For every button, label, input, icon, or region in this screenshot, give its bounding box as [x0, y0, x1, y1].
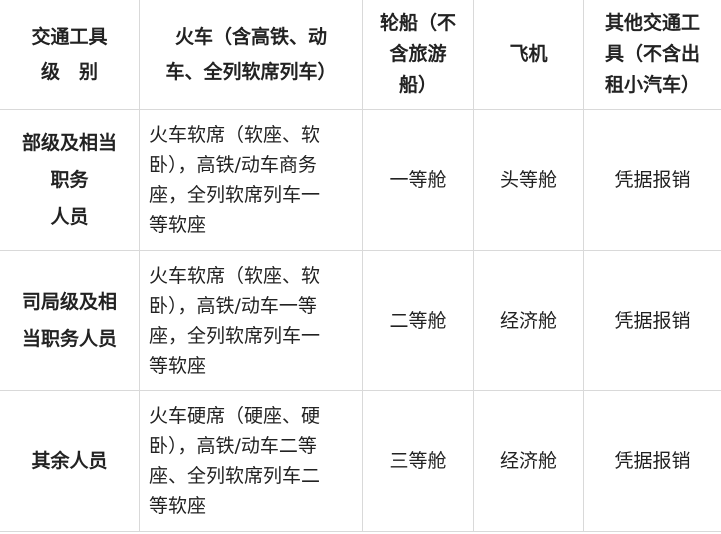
- level-text: 职务: [50, 168, 89, 191]
- train-text: 卧），高铁/动车二等: [149, 435, 317, 457]
- header-text: 车、全列软席列车）: [165, 60, 337, 83]
- header-text: 轮船（不: [379, 12, 456, 34]
- ship-cell: 一等舱: [362, 109, 474, 251]
- header-train: 火车（含高铁、动 车、全列软席列车）: [139, 0, 363, 110]
- header-ship: 轮船（不含旅游船）: [362, 0, 474, 110]
- level-cell: 其余人员: [0, 390, 140, 532]
- header-text: 火车（含高铁、动: [174, 25, 327, 48]
- header-text: 飞机: [509, 43, 548, 65]
- train-text: 等软座: [149, 214, 207, 236]
- header-plane: 飞机: [473, 0, 584, 110]
- table-row: 其余人员 火车硬席（硬座、硬 卧），高铁/动车二等 座、全列软席列车二 等软座 三等舱…: [0, 390, 721, 532]
- train-cell: 火车硬席（硬座、硬 卧），高铁/动车二等 座、全列软席列车二 等软座: [139, 390, 363, 532]
- train-text: 火车软席（软座、软: [149, 124, 321, 146]
- header-text: 其他交通工: [604, 12, 700, 34]
- train-text: 卧），高铁/动车商务: [149, 154, 317, 176]
- level-text: 其余人员: [31, 450, 108, 472]
- train-text: 火车硬席（硬座、硬: [149, 405, 321, 427]
- header-row: 交通工具级 别 火车（含高铁、动 车、全列软席列车） 轮船（不含旅游船） 飞机 其…: [0, 0, 721, 110]
- train-text: 等软座: [149, 495, 207, 517]
- header-text: 具（不含出: [604, 43, 700, 65]
- other-cell: 凭据报销: [583, 109, 721, 251]
- level-text: 当职务人员: [21, 327, 117, 350]
- train-text: 等软座: [149, 354, 207, 377]
- level-text: 部级及相当: [21, 131, 117, 154]
- train-cell: 火车软席（软座、软 卧），高铁/动车商务 座，全列软席列车一 等软座: [139, 109, 363, 251]
- other-cell: 凭据报销: [583, 390, 721, 532]
- train-cell: 火车软席（软座、软 卧），高铁/动车一等 座，全列软席列车一 等软座: [139, 250, 363, 391]
- header-other: 其他交通工具（不含出租小汽车）: [583, 0, 721, 110]
- other-cell: 凭据报销: [583, 250, 721, 391]
- table-row: 部级及相当职务人员 火车软席（软座、软 卧），高铁/动车商务 座，全列软席列车一 等软…: [0, 109, 721, 251]
- ship-cell: 三等舱: [362, 390, 474, 532]
- header-text: 交通工具: [31, 25, 108, 48]
- train-text: 座，全列软席列车一: [149, 324, 321, 347]
- train-text: 座、全列软席列车二: [149, 465, 321, 487]
- table-row: 司局级及相当职务人员 火车软席（软座、软 卧），高铁/动车一等 座，全列软席列车一等…: [0, 250, 721, 391]
- header-text: 级 别: [40, 60, 98, 83]
- header-level: 交通工具级 别: [0, 0, 140, 110]
- header-text: 船）: [398, 74, 437, 96]
- header-text: 租小汽车）: [604, 74, 700, 96]
- plane-cell: 经济舱: [473, 390, 584, 532]
- header-text: 含旅游: [389, 43, 447, 65]
- ship-cell: 二等舱: [362, 250, 474, 391]
- level-text: 司局级及相: [21, 290, 117, 313]
- plane-cell: 经济舱: [473, 250, 584, 391]
- train-text: 火车软席（软座、软: [149, 264, 321, 287]
- level-text: 人员: [50, 205, 89, 228]
- train-text: 座，全列软席列车一: [149, 184, 321, 206]
- plane-cell: 头等舱: [473, 109, 584, 251]
- level-cell: 部级及相当 职务 人员: [0, 109, 140, 251]
- level-cell: 司局级及相当职务人员: [0, 250, 140, 391]
- train-text: 卧），高铁/动车一等: [149, 294, 317, 317]
